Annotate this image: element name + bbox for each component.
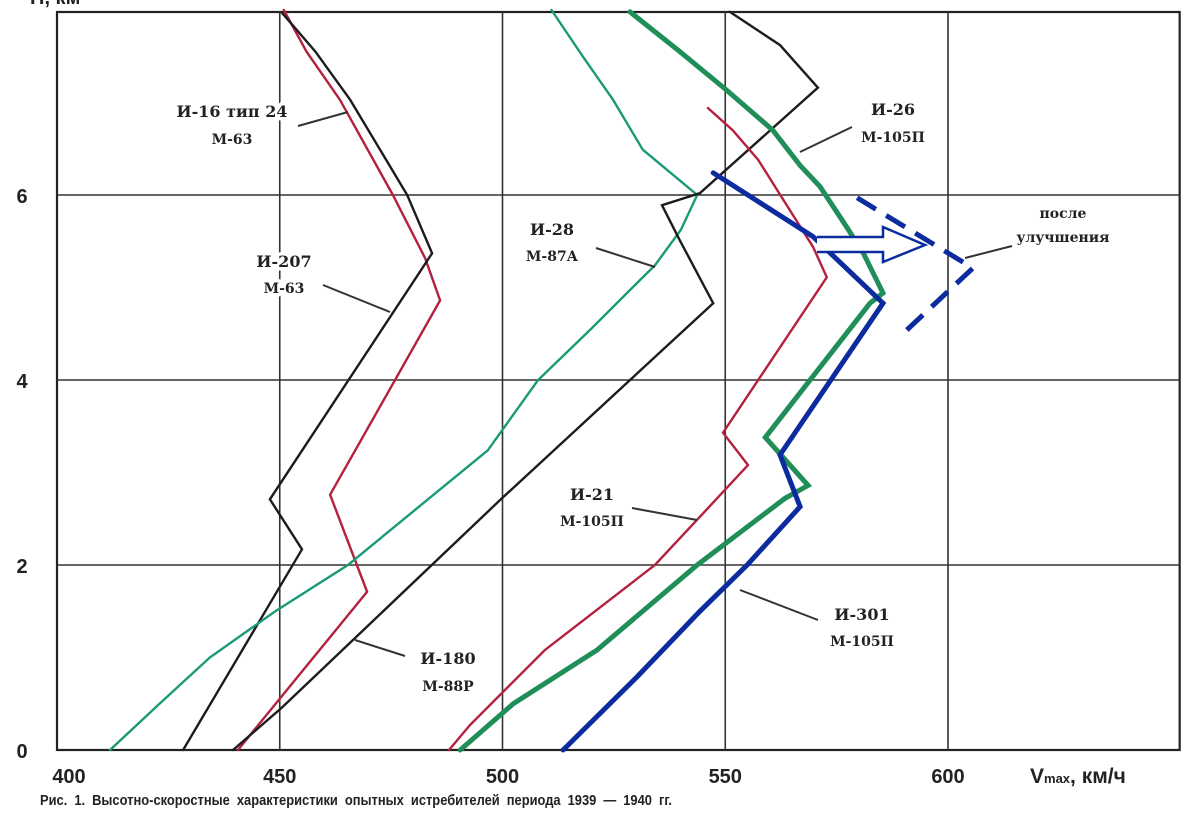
x-axis-label-unit: , км/ч bbox=[1070, 765, 1126, 788]
figure-caption: Рис. 1. Высотно-скоростные характеристик… bbox=[40, 792, 673, 809]
series-label-engine: М-105П bbox=[560, 514, 624, 530]
series-line-и-207-м-63 bbox=[181, 11, 434, 752]
leader-line bbox=[595, 247, 656, 268]
tick-labels: 400 450 500 550 600 0 2 4 6 bbox=[16, 186, 964, 788]
leader-line bbox=[354, 639, 406, 657]
grid bbox=[55, 10, 1181, 752]
x-tick-label: 550 bbox=[709, 766, 742, 788]
series-line-и-26-м-105п bbox=[457, 9, 887, 753]
leader-line bbox=[297, 111, 349, 127]
plot-frame bbox=[55, 10, 1181, 752]
x-axis-label-main: V bbox=[1030, 765, 1044, 788]
leader-line bbox=[799, 126, 853, 153]
x-tick-label: 500 bbox=[486, 766, 519, 788]
series-label-engine: М-105П bbox=[861, 130, 925, 146]
series-labels: И-16 тип 24 М-63 И-207 М-63 И-28 М-87А И-180 М-… bbox=[173, 97, 1113, 699]
series-label-name: И-301 bbox=[834, 605, 889, 624]
x-axis-label-sub: max bbox=[1044, 771, 1071, 786]
y-tick-label: 0 bbox=[16, 741, 27, 763]
series-label-name: И-180 bbox=[420, 649, 475, 668]
series-label-name: И-207 bbox=[256, 252, 311, 271]
leader-line bbox=[322, 284, 391, 313]
y-tick-label: 4 bbox=[16, 371, 28, 393]
series-label-engine: М-63 bbox=[212, 132, 253, 148]
series-line-после-улучшения bbox=[855, 195, 978, 334]
series-label-name: И-21 bbox=[570, 485, 614, 504]
series-label-name: И-16 тип 24 bbox=[177, 102, 288, 121]
y-tick-label: 2 bbox=[16, 556, 27, 578]
series-label-engine: М-105П bbox=[830, 634, 894, 650]
series-line-и-301-м-105п bbox=[560, 170, 887, 753]
series-label-engine: М-63 bbox=[264, 281, 305, 297]
series-line-и-28-м-87а bbox=[108, 8, 699, 752]
leader-line bbox=[964, 245, 1013, 259]
x-tick-label: 400 bbox=[52, 766, 85, 788]
x-axis-label: Vmax, км/ч bbox=[1030, 765, 1126, 788]
series-label-engine: М-87А bbox=[526, 249, 579, 265]
x-tick-label: 450 bbox=[263, 766, 296, 788]
series-label-name: И-26 bbox=[871, 100, 915, 119]
x-tick-label: 600 bbox=[931, 766, 964, 788]
series-label-name: И-28 bbox=[530, 220, 574, 239]
series-label-engine: улучшения bbox=[1017, 230, 1110, 246]
y-axis-label: H, км bbox=[30, 0, 80, 9]
annotations bbox=[817, 225, 929, 264]
series-line-и-21-м-105п bbox=[447, 106, 829, 752]
curves bbox=[108, 8, 978, 753]
leader-line bbox=[739, 589, 819, 621]
y-tick-label: 6 bbox=[16, 186, 27, 208]
improvement-arrow-icon bbox=[817, 225, 929, 264]
leader-line bbox=[631, 507, 698, 521]
series-label-name: после bbox=[1040, 206, 1087, 222]
series-line-и-180-м-88р bbox=[231, 10, 820, 752]
series-label-engine: М-88Р bbox=[422, 679, 474, 695]
